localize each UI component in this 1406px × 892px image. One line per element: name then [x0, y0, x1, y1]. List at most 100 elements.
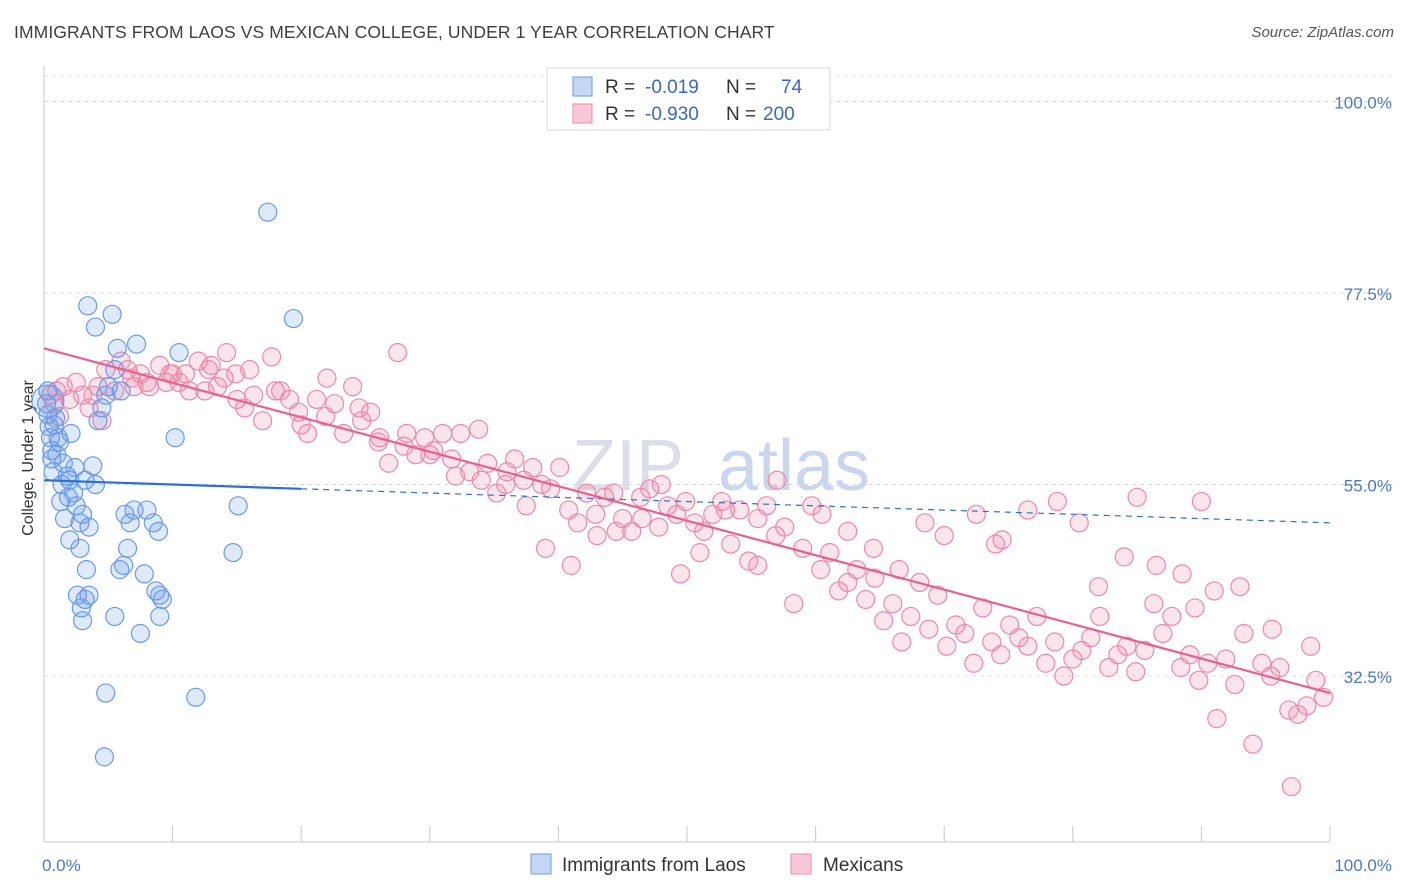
laos-point [148, 521, 169, 541]
legend-swatch-laos [572, 76, 593, 97]
legend-r-value-1: -0.019 [645, 77, 699, 98]
mexicans-point [317, 368, 337, 388]
mexicans-point [928, 585, 948, 605]
legend-swatch-mexicans [572, 103, 593, 124]
legend-box [546, 67, 831, 131]
mexicans-point [535, 538, 556, 558]
mexicans-point [1185, 598, 1205, 618]
mexicans-points [40, 343, 1334, 797]
mexicans-point [767, 470, 787, 490]
mexicans-point [915, 513, 935, 533]
laos-point [76, 560, 97, 580]
laos-point [165, 428, 185, 448]
mexicans-point [1225, 674, 1245, 695]
laos-point [70, 538, 90, 558]
laos-point [42, 449, 62, 469]
mexicans-point [1114, 547, 1134, 567]
bottom-legend: Immigrants from Laos Mexicans [530, 853, 903, 876]
mexicans-point [784, 594, 804, 614]
mexicans-point [587, 525, 607, 546]
laos-point [107, 338, 127, 358]
mexicans-point [1036, 653, 1056, 673]
mexicans-point [1045, 632, 1065, 652]
mexicans-point [307, 389, 327, 410]
laos-point [88, 411, 108, 431]
mexicans-point [343, 377, 363, 397]
mexicans-point [812, 504, 832, 524]
laos-point [72, 611, 93, 631]
mexicans-point [1234, 623, 1254, 644]
laos-point [283, 308, 304, 329]
mexicans-point [561, 555, 581, 575]
laos-point [38, 381, 58, 401]
mexicans-point [748, 555, 768, 575]
mexicans-point [1127, 487, 1147, 507]
laos-point [52, 474, 72, 495]
mexicans-point [793, 538, 813, 558]
laos-point [92, 398, 112, 418]
mexicans-point [651, 474, 671, 495]
mexicans-point [715, 500, 736, 520]
laos-trend-solid [43, 479, 302, 490]
mexicans-point [730, 500, 750, 520]
laos-points [31, 202, 304, 767]
laos-point [228, 496, 248, 516]
mexicans-point [1207, 708, 1227, 729]
mexicans-point [175, 364, 196, 384]
mexicans-point [388, 343, 408, 363]
laos-point [79, 517, 99, 537]
mexicans-point [1135, 640, 1155, 661]
legend-n-value-1: 74 [781, 77, 803, 98]
mexicans-point [1088, 577, 1109, 597]
y-tick-label: 32.5% [1344, 668, 1392, 687]
legend-n-value-2: 200 [763, 104, 795, 125]
mexicans-point [516, 496, 536, 516]
mexicans-point [1297, 696, 1317, 716]
mexicans-point [863, 538, 884, 558]
mexicans-point [991, 645, 1011, 665]
laos-point [54, 508, 75, 529]
mexicans-point [955, 623, 975, 644]
laos-point [61, 423, 81, 444]
mexicans-point [1204, 581, 1224, 601]
y-tick-label: 55.0% [1344, 477, 1392, 496]
chart-title: IMMIGRANTS FROM LAOS VS MEXICAN COLLEGE,… [14, 22, 775, 42]
mexicans-point [1090, 606, 1110, 627]
laos-point [258, 202, 278, 222]
mexicans-point [640, 479, 660, 499]
y-tick-label: 100.0% [1334, 94, 1392, 113]
mexicans-point [469, 419, 489, 439]
x-tick-labels: 0.0% 100.0% [42, 856, 1392, 875]
watermark-atlas: atlas [718, 426, 870, 506]
mexicans-point [265, 381, 286, 401]
mexicans-point [433, 423, 453, 444]
laos-point [117, 538, 138, 558]
mexicans-point [214, 368, 234, 388]
mexicans-point [201, 355, 221, 375]
laos-point [146, 581, 166, 601]
mexicans-point [445, 466, 466, 486]
mexicans-point [690, 543, 710, 563]
mexicans-point [471, 470, 491, 490]
laos-point [115, 504, 135, 524]
laos-point-cluster [31, 384, 65, 418]
mexicans-point [883, 594, 903, 614]
mexicans-point [523, 457, 543, 478]
laos-point [96, 385, 116, 405]
mexicans-point [240, 360, 260, 380]
mexicans-point [670, 564, 691, 584]
mexicans-point [1172, 564, 1192, 584]
legend-r-label-1: R = [605, 77, 635, 98]
laos-point [78, 296, 98, 316]
mexicans-point [1198, 653, 1218, 673]
laos-point [150, 606, 170, 627]
mexicans-point [1243, 734, 1263, 754]
laos-point [186, 687, 206, 707]
mexicans-point [865, 568, 885, 588]
laos-point [85, 317, 106, 337]
mexicans-point [622, 521, 642, 541]
mexicans-point [966, 504, 986, 524]
laos-point [70, 513, 90, 533]
mexicans-point [1189, 670, 1209, 690]
